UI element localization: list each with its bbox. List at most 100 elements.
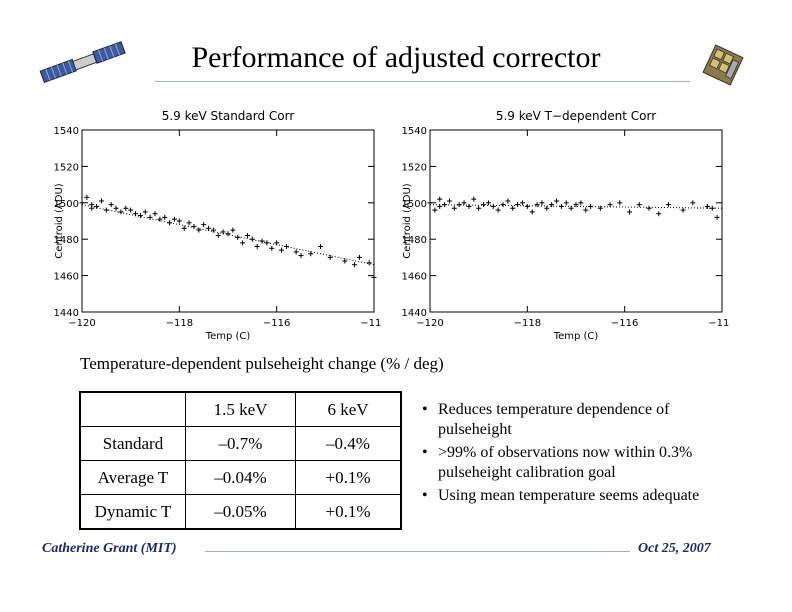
data-point bbox=[476, 205, 482, 211]
data-point bbox=[356, 254, 362, 260]
data-point bbox=[235, 234, 241, 240]
x-tick-label: −120 bbox=[68, 318, 95, 329]
y-tick-label: 1520 bbox=[402, 162, 427, 173]
table-cell: –0.04% bbox=[185, 460, 296, 495]
data-point bbox=[680, 207, 686, 213]
data-point bbox=[259, 238, 265, 244]
data-point bbox=[249, 236, 255, 242]
x-axis-label: Temp (C) bbox=[205, 331, 251, 342]
data-point bbox=[196, 227, 202, 233]
plot-frame bbox=[429, 129, 723, 313]
data-point bbox=[568, 205, 574, 211]
data-point bbox=[279, 247, 285, 253]
data-point bbox=[89, 202, 95, 208]
title-divider bbox=[155, 81, 690, 82]
x-tick-label: −114 bbox=[360, 318, 382, 329]
data-point bbox=[690, 200, 696, 206]
footer-author: Catherine Grant (MIT) bbox=[42, 541, 177, 556]
y-tick-label: 1440 bbox=[402, 308, 427, 319]
data-point bbox=[113, 205, 119, 211]
data-point bbox=[225, 231, 231, 237]
data-point bbox=[524, 203, 530, 209]
list-item: • >99% of observations now within 0.3% pu… bbox=[422, 444, 693, 481]
data-point bbox=[317, 243, 323, 249]
data-point bbox=[215, 233, 221, 239]
data-point bbox=[298, 253, 304, 259]
data-point bbox=[461, 200, 467, 206]
table-cell: +0.1% bbox=[295, 460, 402, 495]
data-point bbox=[352, 262, 358, 268]
data-point bbox=[264, 240, 270, 246]
data-point bbox=[269, 245, 275, 251]
bullet-icon: • bbox=[422, 444, 428, 461]
data-point bbox=[709, 205, 715, 211]
data-point bbox=[230, 227, 236, 233]
data-point bbox=[515, 202, 521, 208]
table-header-cell: 1.5 keV bbox=[185, 391, 296, 427]
data-point bbox=[485, 200, 491, 206]
data-point bbox=[442, 202, 448, 208]
data-point bbox=[549, 202, 555, 208]
table-cell: Average T bbox=[79, 460, 186, 495]
data-point bbox=[597, 205, 603, 211]
data-point bbox=[573, 202, 579, 208]
data-point bbox=[191, 223, 197, 229]
table-caption: Temperature-dependent pulseheight change… bbox=[80, 354, 444, 373]
data-point bbox=[201, 222, 207, 228]
data-point bbox=[481, 202, 487, 208]
data-point bbox=[534, 202, 540, 208]
data-point bbox=[665, 202, 671, 208]
data-point bbox=[152, 211, 158, 217]
y-tick-label: 1460 bbox=[402, 272, 427, 283]
data-point bbox=[103, 207, 109, 213]
data-point bbox=[176, 218, 182, 224]
data-point bbox=[186, 220, 192, 226]
y-tick-label: 1480 bbox=[402, 235, 427, 246]
data-point bbox=[84, 194, 90, 200]
y-tick-label: 1460 bbox=[54, 272, 79, 283]
table-row: Standard –0.7% –0.4% bbox=[79, 426, 402, 461]
footer-divider bbox=[205, 551, 630, 552]
data-point bbox=[240, 240, 246, 246]
chart-tdependent-corr: 5.9 keV T−dependent Corr 1440 1460 1480 1500… bbox=[400, 104, 736, 355]
data-point bbox=[495, 207, 501, 213]
data-point bbox=[714, 214, 720, 220]
data-point bbox=[456, 202, 462, 208]
list-item: • Reduces temperature dependence of pulse… bbox=[422, 401, 670, 438]
data-point bbox=[133, 211, 139, 217]
data-point bbox=[181, 225, 187, 231]
data-point bbox=[79, 200, 85, 206]
y-tick-label: 1480 bbox=[54, 235, 79, 246]
results-table: 1.5 keV 6 keV Standard –0.7% –0.4% Avera… bbox=[79, 391, 402, 530]
y-tick-label: 1540 bbox=[54, 126, 79, 137]
data-point bbox=[427, 200, 433, 206]
table-header-cell bbox=[79, 391, 186, 427]
data-point bbox=[490, 203, 496, 209]
data-point bbox=[210, 227, 216, 233]
y-axis-label: Centroid (ADU) bbox=[54, 183, 65, 258]
data-point bbox=[578, 200, 584, 206]
data-point bbox=[505, 198, 511, 204]
data-point bbox=[646, 205, 652, 211]
data-point bbox=[539, 200, 545, 206]
plot-frame bbox=[81, 129, 375, 313]
page-title: Performance of adjusted corrector bbox=[191, 41, 601, 74]
data-point bbox=[244, 233, 250, 239]
table-cell: –0.05% bbox=[185, 494, 296, 530]
data-point bbox=[510, 205, 516, 211]
bullet-icon: • bbox=[422, 487, 428, 504]
data-point bbox=[254, 243, 260, 249]
bullet-list: • Reduces temperature dependence of pulse… bbox=[420, 400, 700, 509]
data-point bbox=[293, 249, 299, 255]
data-point bbox=[617, 200, 623, 206]
x-tick-label: −118 bbox=[514, 318, 541, 329]
table-cell: +0.1% bbox=[295, 494, 402, 530]
data-point bbox=[142, 209, 148, 215]
x-tick-label: −120 bbox=[416, 318, 443, 329]
data-point bbox=[432, 207, 438, 213]
data-point bbox=[128, 207, 134, 213]
x-tick-label: −116 bbox=[263, 318, 290, 329]
y-tick-label: 1540 bbox=[402, 126, 427, 137]
fit-line bbox=[429, 204, 723, 209]
data-point bbox=[583, 207, 589, 213]
